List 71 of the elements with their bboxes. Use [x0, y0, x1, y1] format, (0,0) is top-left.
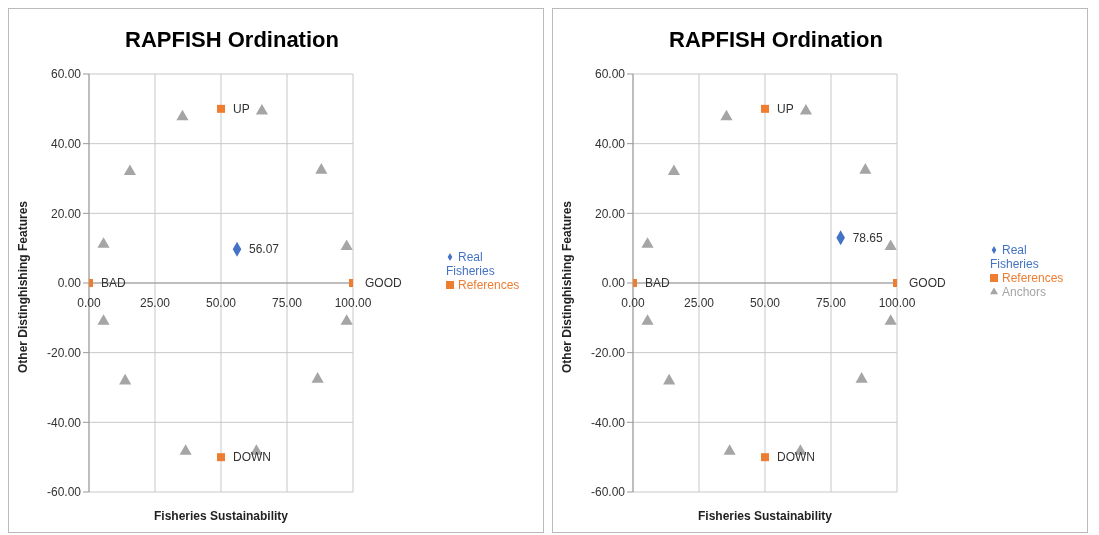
y-tick-label: -60.00 — [590, 485, 626, 500]
y-tick-label: 20.00 — [50, 206, 82, 221]
y-tick-label: -20.00 — [590, 345, 626, 360]
point — [179, 444, 192, 455]
x-tick-label: 0.00 — [621, 295, 645, 310]
point — [311, 372, 324, 383]
point — [255, 103, 268, 115]
point — [663, 373, 676, 385]
annotation: BAD — [101, 276, 127, 291]
x-axis-title: Fisheries Sustainability — [153, 509, 289, 523]
y-tick-label: 0.00 — [57, 276, 82, 291]
y-axis-title: Other Distinghishing Features — [560, 200, 575, 373]
y-tick-label: 40.00 — [594, 136, 626, 151]
point — [217, 104, 225, 113]
y-tick-label: 60.00 — [50, 67, 82, 82]
point — [855, 372, 868, 383]
point — [667, 164, 680, 176]
point — [217, 453, 225, 462]
point — [723, 444, 736, 455]
annotation: 56.07 — [249, 242, 280, 257]
y-axis-title: Other Distinghishing Features — [16, 200, 31, 373]
x-tick-label: 100.00 — [334, 295, 372, 310]
x-tick-label: 75.00 — [815, 295, 847, 310]
y-tick-label: -40.00 — [46, 415, 82, 430]
point — [720, 109, 733, 121]
y-tick-label: -40.00 — [590, 415, 626, 430]
annotation: BAD — [645, 276, 671, 291]
y-tick-label: -60.00 — [46, 485, 82, 500]
x-axis-title: Fisheries Sustainability — [697, 509, 833, 523]
x-tick-label: 75.00 — [271, 295, 303, 310]
x-tick-label: 25.00 — [683, 295, 715, 310]
y-tick-label: 0.00 — [601, 276, 626, 291]
point — [641, 314, 654, 325]
x-tick-label: 100.00 — [878, 295, 916, 310]
point — [97, 314, 110, 325]
y-tick-label: 40.00 — [50, 136, 82, 151]
x-tick-label: 50.00 — [749, 295, 781, 310]
legend-label: Anchors — [1002, 284, 1047, 299]
x-tick-label: 50.00 — [205, 295, 237, 310]
point — [884, 239, 897, 250]
annotation: DOWN — [233, 450, 271, 465]
y-tick-label: -20.00 — [46, 345, 82, 360]
x-tick-label: 0.00 — [77, 295, 101, 310]
point — [761, 104, 769, 113]
chart-title: RAPFISH Ordination — [124, 27, 340, 53]
legend-label: Real Fisheries — [990, 242, 1039, 271]
y-tick-label: 20.00 — [594, 206, 626, 221]
chart-title: RAPFISH Ordination — [668, 27, 884, 53]
point — [799, 103, 812, 115]
point — [97, 237, 110, 248]
point — [123, 164, 136, 176]
point — [859, 163, 872, 174]
annotation: GOOD — [909, 276, 946, 291]
annotation: DOWN — [777, 450, 815, 465]
annotation: 78.65 — [852, 230, 883, 245]
annotation: GOOD — [365, 276, 402, 291]
point — [119, 373, 132, 385]
annotation: UP — [233, 102, 250, 117]
point — [340, 314, 353, 325]
point — [884, 314, 897, 325]
point — [176, 109, 189, 121]
x-tick-label: 25.00 — [139, 295, 171, 310]
point — [315, 163, 328, 174]
point — [340, 239, 353, 250]
point — [761, 453, 769, 462]
legend-label: Real Fisheries — [446, 249, 495, 278]
point — [641, 237, 654, 248]
legend-label: References — [1002, 270, 1064, 285]
legend-label: References — [458, 277, 520, 292]
annotation: UP — [777, 102, 794, 117]
y-tick-label: 60.00 — [594, 67, 626, 82]
